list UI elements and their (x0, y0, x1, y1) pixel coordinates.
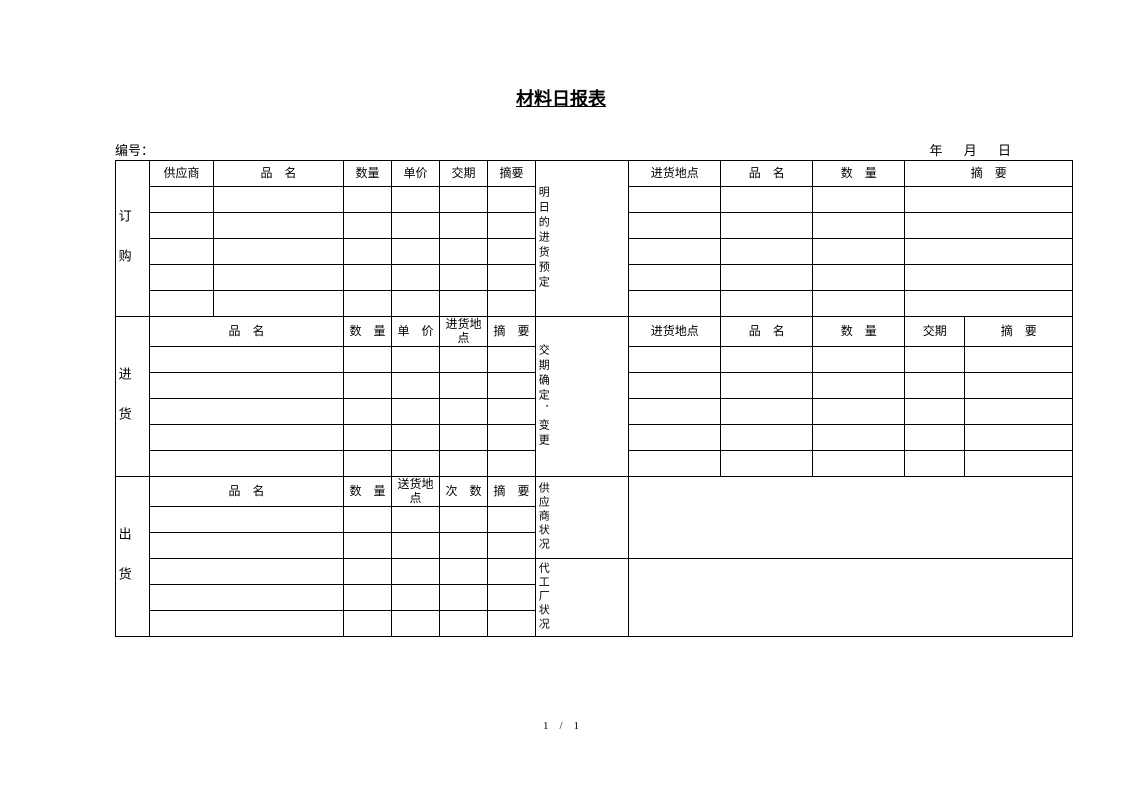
col-header: 摘 要 (488, 317, 536, 347)
number-label: 编号： (115, 140, 154, 159)
table-row: 代工厂状况 (116, 558, 1073, 584)
table-row: 进 货 品 名 数 量 单 价 进货地点 摘 要 交期确定．变更 进货地点 品 … (116, 317, 1073, 347)
col-header: 数量 (344, 161, 392, 187)
supplier-cell (629, 476, 1073, 558)
section-tomorrow: 明日的进货预定 (536, 161, 629, 317)
page-footer: 1 / 1 (0, 717, 1122, 733)
date-label: 年 月 日 (911, 140, 1011, 159)
table-row: 出 货 品 名 数 量 送货地点 次 数 摘 要 供应商状况 (116, 476, 1073, 506)
col-header: 品 名 (150, 317, 344, 347)
col-header: 品 名 (214, 161, 344, 187)
col-header: 数 量 (344, 317, 392, 347)
col-header: 进货地点 (440, 317, 488, 347)
table-row: 订 购 供应商 品 名 数量 单价 交期 摘要 明日的进货预定 进货地点 品 名… (116, 161, 1073, 187)
col-header: 单 价 (392, 317, 440, 347)
col-header: 品 名 (721, 317, 813, 347)
col-header: 次 数 (440, 476, 488, 506)
col-header: 摘 要 (488, 476, 536, 506)
col-header: 交期 (440, 161, 488, 187)
oem-cell (629, 558, 1073, 636)
col-header: 进货地点 (629, 317, 721, 347)
col-header: 摘要 (488, 161, 536, 187)
section-incoming: 进 货 (116, 317, 150, 477)
col-header: 摘 要 (905, 161, 1073, 187)
col-header: 数 量 (344, 476, 392, 506)
form-grid: 订 购 供应商 品 名 数量 单价 交期 摘要 明日的进货预定 进货地点 品 名… (115, 160, 1073, 637)
col-header: 供应商 (150, 161, 214, 187)
section-oem: 代工厂状况 (536, 558, 629, 636)
section-delivery: 交期确定．变更 (536, 317, 629, 477)
col-header: 摘 要 (965, 317, 1073, 347)
section-outgoing: 出 货 (116, 476, 150, 636)
col-header: 送货地点 (392, 476, 440, 506)
col-header: 交期 (905, 317, 965, 347)
section-order: 订 购 (116, 161, 150, 317)
col-header: 单价 (392, 161, 440, 187)
meta-row: 编号： 年 月 日 (115, 140, 1011, 159)
col-header: 数 量 (813, 317, 905, 347)
page-title: 材料日报表 (0, 85, 1122, 111)
col-header: 进货地点 (629, 161, 721, 187)
page: 材料日报表 编号： 年 月 日 订 购 供应商 品 名 数量 单价 交期 摘要 … (0, 0, 1122, 793)
col-header: 品 名 (150, 476, 344, 506)
col-header: 品 名 (721, 161, 813, 187)
col-header: 数 量 (813, 161, 905, 187)
section-supplier: 供应商状况 (536, 476, 629, 558)
